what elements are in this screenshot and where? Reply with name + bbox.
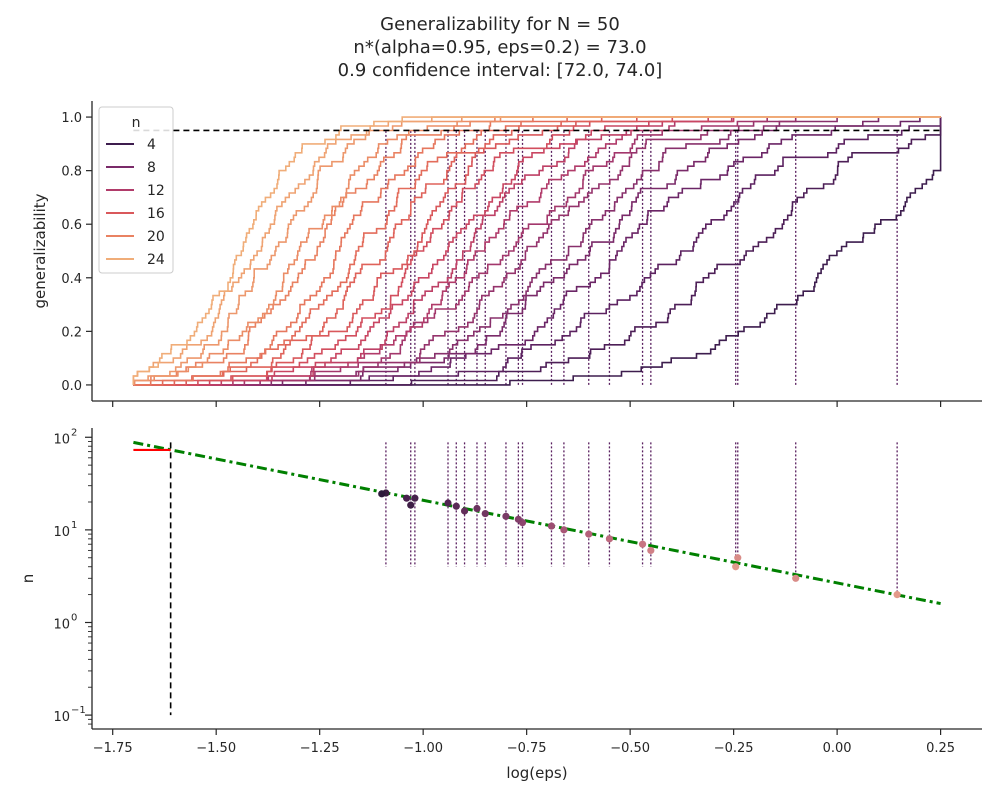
top-ytick-label: 0.4 [61,272,82,287]
legend-entry-12: 12 [147,183,165,199]
top-ytick-label: 0.2 [61,325,82,340]
curve-n-21 [132,116,941,385]
fit-line [133,440,941,716]
bottom-x-axis-label: log(eps) [506,764,567,782]
bottom-panel: −1.75 −1.50 −1.25 −1.00 −0.75 −0.50 −0.25 0.00 0… [19,427,982,782]
top-ytick-label: 0.6 [61,218,82,233]
scatter-point-1 [792,574,800,582]
curve-n-22 [132,116,941,385]
curve-n-18 [133,116,941,386]
scatter-point-19 [407,501,415,509]
curve-n-15 [133,116,941,386]
scatter-point-17 [444,499,452,507]
fit-line-green [133,440,941,606]
bottom-xtick-label: −0.50 [610,741,650,756]
scatter-point-8 [560,526,568,534]
bottom-ytick-exponent: 2 [71,427,77,438]
bottom-xtick-label: 0.25 [926,741,955,756]
scatter-point-11 [514,515,522,523]
curve-n-11 [133,116,941,386]
legend-entry-8: 8 [147,160,156,176]
bottom-xtick-label: 0.00 [823,741,852,756]
curve-n-19 [133,116,941,386]
scatter-point-5 [638,540,647,548]
curve-n-7 [133,116,941,386]
bottom-xtick-label: −1.25 [300,741,340,756]
scatter-point-20 [403,494,411,502]
legend-entry-20: 20 [147,229,165,245]
bottom-ytick-base: 10 [53,525,70,540]
curve-n-8 [133,116,941,386]
legend-entry-16: 16 [147,206,165,222]
scatter-point-6 [605,535,614,543]
scatter-point-7 [585,530,593,538]
bottom-xtick-label: −0.75 [507,741,547,756]
scatter-point-18 [411,494,419,502]
scatter-point-9 [547,522,556,530]
curve-n-13 [133,116,941,386]
legend-entry-24: 24 [147,252,165,268]
bottom-ytick-exponent: 1 [71,520,77,531]
title-line-2: n*(alpha=0.95, eps=0.2) = 73.0 [353,37,646,58]
top-ytick-label: 1.0 [61,111,82,126]
scatter-point-0 [893,591,901,599]
curve-n-4 [133,117,942,386]
scatter-point-13 [481,509,489,518]
title-line-1: Generalizability for N = 50 [380,14,620,35]
bottom-ytick-base: 10 [53,432,70,447]
legend-title: n [132,115,141,131]
scatter-point-4 [647,546,655,555]
curve-n-14 [133,116,941,386]
curve-n-6 [133,117,942,386]
curve-n-10 [133,116,941,386]
scatter-point-2 [732,563,740,571]
curve-n-12 [133,116,941,386]
top-ytick-label: 0.0 [61,379,82,394]
bottom-y-axis-label: n [19,574,37,584]
bottom-crossing-lines [385,442,898,595]
scatter-point-3 [734,554,742,562]
curve-n-16 [133,116,941,386]
curve-n-5 [133,117,942,386]
legend-box [98,106,174,274]
curve-n-24 [132,116,941,385]
scatter-point-22 [378,490,386,498]
curve-n-9 [133,116,941,386]
title-line-3: 0.9 confidence interval: [72.0, 74.0] [338,60,663,81]
legend-entry-4: 4 [147,137,156,153]
top-ytick-label: 0.8 [61,165,82,180]
top-panel: 0.0 0.2 0.4 0.6 0.8 1.0 generalizability n4 8 12… [31,101,982,407]
curve-n-20 [133,116,941,386]
bottom-xtick-label: −0.25 [714,741,754,756]
scatter-point-14 [473,504,481,513]
bottom-xtick-label: −1.50 [196,741,236,756]
legend: n4 8 12 16 20 24 [98,106,174,274]
bottom-axes: −1.75 −1.50 −1.25 −1.00 −0.75 −0.50 −0.25 0.00 0… [19,427,982,782]
figure-title: Generalizability for N = 50n*(alpha=0.95… [338,14,663,81]
bottom-ytick-base: 10 [53,617,70,632]
scatter-point-16 [452,502,460,510]
top-crossing-lines [385,130,898,385]
scatter-point-15 [460,507,469,515]
bottom-xtick-label: −1.00 [403,741,443,756]
generalizability-curves [132,116,942,386]
bottom-ytick-exponent: −1 [71,705,86,716]
scatter-point-12 [502,512,510,520]
bottom-ytick-base: 10 [53,710,70,725]
bottom-xtick-label: −1.75 [93,741,133,756]
top-axes: 0.0 0.2 0.4 0.6 0.8 1.0 generalizability [31,101,982,407]
scatter-points [378,489,901,599]
bottom-ytick-exponent: 0 [71,612,77,623]
top-y-axis-label: generalizability [31,193,49,308]
curve-n-23 [132,116,941,385]
